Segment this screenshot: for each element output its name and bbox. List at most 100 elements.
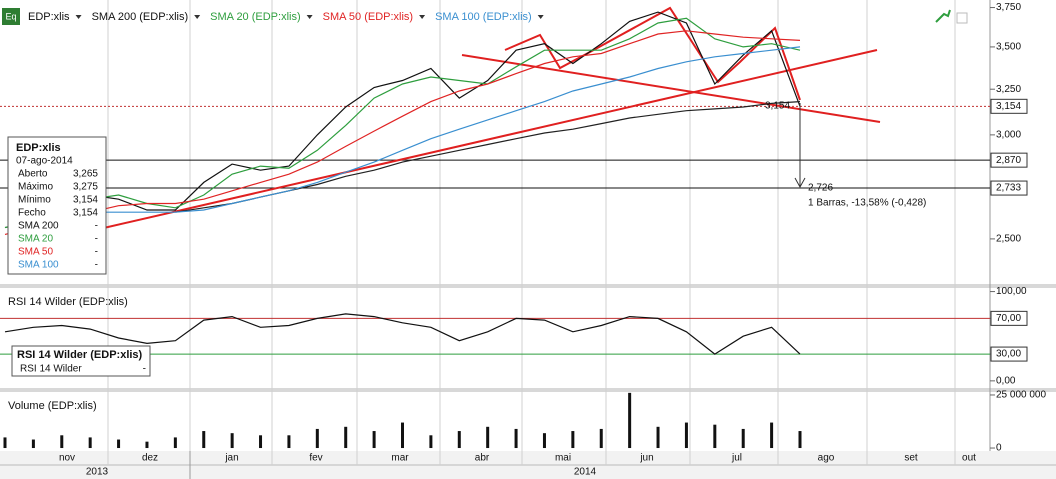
info-value: - [95,247,98,258]
year-label: 2014 [574,467,597,478]
marker-box [990,180,1028,196]
pattern-line [504,6,801,101]
trend-line [461,54,881,123]
volume-bar [628,392,632,449]
rsi-box [11,345,151,377]
info-label: SMA 100 [18,260,59,271]
dropdown-arrow[interactable] [194,15,201,19]
volume-bar [259,435,263,449]
y-tick-label: 100,00 [996,286,1027,297]
y-tick-label: 0 [996,443,1002,454]
volume-bar [486,426,490,449]
legend-entry[interactable]: SMA 20 (EDP:xlis) [210,11,300,23]
x-tick-label: jan [224,453,238,464]
info-label: SMA 20 [18,234,53,245]
trend-icon[interactable] [935,9,951,23]
info-value: - [95,260,98,271]
volume-bar [741,428,745,449]
info-label: Máximo [18,182,53,193]
volume-bar [3,437,7,449]
arrow-head [794,177,806,189]
window-button[interactable] [956,12,968,24]
volume-bar [287,435,291,449]
y-tick-label: 3,000 [996,130,1021,141]
y-tick-label: 0,00 [996,375,1016,386]
volume-bar [31,439,35,449]
volume-bar [656,426,660,449]
info-value: - [95,221,98,232]
dropdown-arrow[interactable] [537,15,544,19]
annotation: 2,726 [808,183,833,194]
x-tick-label: abr [475,453,490,464]
x-tick-label: jul [731,453,742,464]
volume-bar [88,437,92,449]
rsi-box-value: - [143,364,146,375]
volume-bar [713,424,717,449]
y-tick-label: 30,00 [996,349,1021,360]
x-tick-label: set [904,453,918,464]
dropdown-arrow[interactable] [75,15,82,19]
info-value: 3,275 [73,182,98,193]
volume-bar [344,426,348,449]
y-tick-label: 3,250 [996,84,1021,95]
series-line [4,30,801,235]
panel-title: Volume (EDP:xlis) [8,400,97,412]
volume-bar [372,431,376,449]
panel-title: RSI 14 Wilder (EDP:xlis) [8,296,128,308]
marker-label: 3,154 [996,101,1021,112]
y-tick-label: 3,750 [996,2,1021,13]
plots [3,11,802,449]
annotation: 3,154 [765,101,790,112]
volume-bar [230,433,234,449]
info-title: EDP:xlis [16,142,61,154]
volume-bar [315,428,319,449]
volume-bar [429,435,433,449]
dropdown-arrow[interactable] [419,15,426,19]
volume-bar [117,439,121,449]
marker-label: 2,733 [996,183,1021,194]
volume-bar [599,428,603,449]
volume-bar [684,422,688,449]
panel-divider [0,388,1056,392]
level-box [990,346,1028,362]
year-label: 2013 [86,467,109,478]
marker-box [990,152,1028,168]
info-label: Fecho [18,208,46,219]
y-tick-label: 70,00 [996,313,1021,324]
volume-bar [202,431,206,449]
volume-bar [770,422,774,449]
volume-bar [457,431,461,449]
legend-entry[interactable]: SMA 200 (EDP:xlis) [92,11,189,23]
info-label: SMA 50 [18,247,53,258]
info-value: 3,265 [73,169,98,180]
info-date: 07-ago-2014 [16,156,73,167]
marker-label: 2,870 [996,155,1021,166]
level-box [990,310,1028,326]
volume-bar [60,435,64,449]
annotation: 1 Barras, -13,58% (-0,428) [808,198,926,209]
series-line [4,11,801,229]
x-tick-label: jun [639,453,653,464]
legend-entry[interactable]: SMA 50 (EDP:xlis) [323,11,413,23]
info-content: EDP:xlis 07-ago-2014 Aberto 3,265 Máximo 3,27… [16,142,98,271]
volume-bar [145,441,149,449]
x-tick-label: mai [555,453,571,464]
info-value: 3,154 [73,195,98,206]
series-line [90,46,801,213]
volume-bar [798,431,802,449]
x-tick-label: dez [142,453,158,464]
info-box [7,136,107,275]
legend-entry[interactable]: EDP:xlis [28,11,70,23]
y-tick-label: 25 000 000 [996,390,1046,401]
panel-divider [0,284,1056,288]
legend-entry[interactable]: SMA 100 (EDP:xlis) [435,11,532,23]
volume-bar [173,437,177,449]
volume-bar [514,428,518,449]
symbol-icon[interactable] [2,8,20,25]
dropdown-arrow[interactable] [306,15,313,19]
y-tick-label: 2,500 [996,234,1021,245]
marker-box [990,98,1028,114]
trend-line [94,49,878,231]
